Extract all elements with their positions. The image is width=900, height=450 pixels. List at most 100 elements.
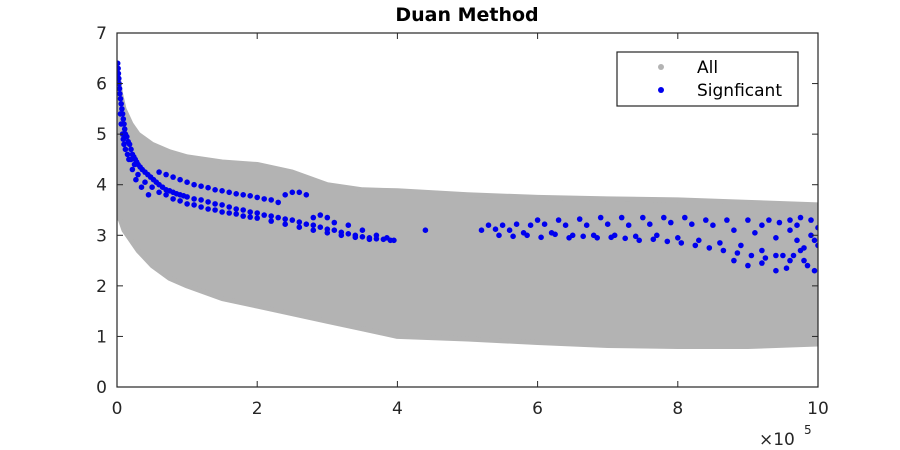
signficant-point — [734, 250, 741, 256]
signficant-point — [731, 257, 737, 264]
signficant-point — [219, 202, 225, 208]
signficant-point — [717, 240, 723, 246]
signficant-point — [163, 192, 169, 198]
legend-marker-signficant — [658, 87, 664, 93]
signficant-point — [682, 214, 688, 221]
signficant-point — [703, 217, 709, 223]
signficant-point — [282, 192, 289, 198]
signficant-point — [604, 221, 611, 227]
signficant-point — [131, 161, 138, 168]
signficant-point — [773, 267, 779, 274]
signficant-point — [122, 146, 129, 153]
signficant-point — [184, 194, 190, 200]
x-tick-label: 6 — [532, 399, 543, 419]
signficant-point — [205, 206, 211, 212]
signficant-point — [254, 210, 260, 216]
signficant-point — [324, 214, 331, 221]
signficant-point — [117, 75, 122, 82]
signficant-point — [622, 235, 628, 242]
signficant-point — [720, 247, 727, 254]
signficant-point — [317, 224, 324, 230]
signficant-point — [808, 217, 814, 223]
signficant-point — [282, 221, 289, 227]
signficant-point — [366, 236, 373, 243]
signficant-point — [120, 136, 127, 142]
signficant-point — [787, 217, 793, 223]
signficant-point — [120, 116, 127, 122]
chart-title: Duan Method — [395, 4, 538, 26]
signficant-point — [801, 245, 807, 251]
signficant-point — [261, 212, 268, 218]
signficant-point — [296, 189, 303, 196]
signficant-point — [664, 238, 671, 245]
legend: All Signficant — [616, 51, 799, 107]
signficant-point — [303, 221, 310, 227]
all-points-cloud — [117, 65, 818, 349]
signficant-point — [142, 179, 148, 185]
signficant-point — [534, 217, 541, 223]
signficant-point — [129, 166, 136, 173]
signficant-point — [268, 213, 275, 219]
signficant-point — [650, 236, 657, 243]
signficant-point — [117, 70, 122, 77]
signficant-point — [783, 265, 790, 272]
signficant-point — [422, 227, 429, 233]
signficant-point — [177, 176, 183, 183]
signficant-point — [689, 221, 695, 227]
signficant-point — [538, 234, 544, 241]
signficant-point — [247, 214, 253, 220]
signficant-point — [576, 216, 583, 222]
signficant-point — [647, 221, 653, 227]
y-tick-label: 4 — [96, 176, 107, 196]
signficant-point — [373, 232, 380, 239]
signficant-point — [359, 234, 366, 240]
signficant-point — [696, 237, 702, 244]
signficant-point — [692, 242, 699, 249]
signficant-point — [226, 204, 232, 210]
y-tick-label: 5 — [96, 125, 107, 145]
y-tick-label: 1 — [96, 327, 107, 347]
x-tick-label: 8 — [672, 399, 683, 419]
signficant-point — [117, 65, 121, 72]
plot-area — [117, 60, 818, 349]
x-tick-label: 0 — [112, 399, 123, 419]
signficant-point — [773, 235, 779, 241]
signficant-point — [124, 151, 131, 158]
signficant-point — [117, 95, 124, 102]
signficant-point — [233, 206, 239, 212]
axis-ticks: 0 2 4 6 8 10 0 1 2 3 4 5 6 7 — [96, 24, 829, 419]
signficant-point — [240, 213, 246, 219]
signficant-point — [310, 222, 317, 228]
x-tick-label: 2 — [252, 399, 263, 419]
signficant-point — [205, 184, 211, 191]
x-multiplier-label: ×10 — [759, 430, 795, 450]
signficant-point — [145, 192, 152, 198]
signficant-point — [317, 212, 324, 218]
axes-box — [116, 32, 819, 388]
signficant-point — [654, 232, 660, 239]
signficant-point — [759, 247, 765, 254]
signficant-point — [618, 214, 625, 221]
signficant-point — [815, 242, 818, 249]
y-tick-label: 6 — [96, 75, 107, 95]
signficant-point — [275, 214, 282, 221]
signficant-point — [762, 255, 769, 261]
signficant-point — [303, 192, 310, 198]
signficant-point — [205, 199, 211, 205]
signficant-point — [794, 237, 800, 244]
signficant-point — [149, 184, 155, 190]
signficant-point — [184, 201, 190, 207]
signficant-point — [268, 197, 275, 203]
signficant-point — [580, 233, 586, 240]
signficant-point — [219, 188, 225, 194]
signficant-point — [118, 121, 124, 127]
signficant-point — [640, 214, 646, 221]
signficant-point — [133, 176, 139, 183]
signficant-point — [678, 240, 685, 246]
signficant-point — [119, 106, 125, 112]
signficant-point — [338, 232, 345, 239]
signficant-point — [752, 230, 758, 236]
signficant-point — [268, 218, 275, 224]
signficant-point — [485, 222, 492, 228]
